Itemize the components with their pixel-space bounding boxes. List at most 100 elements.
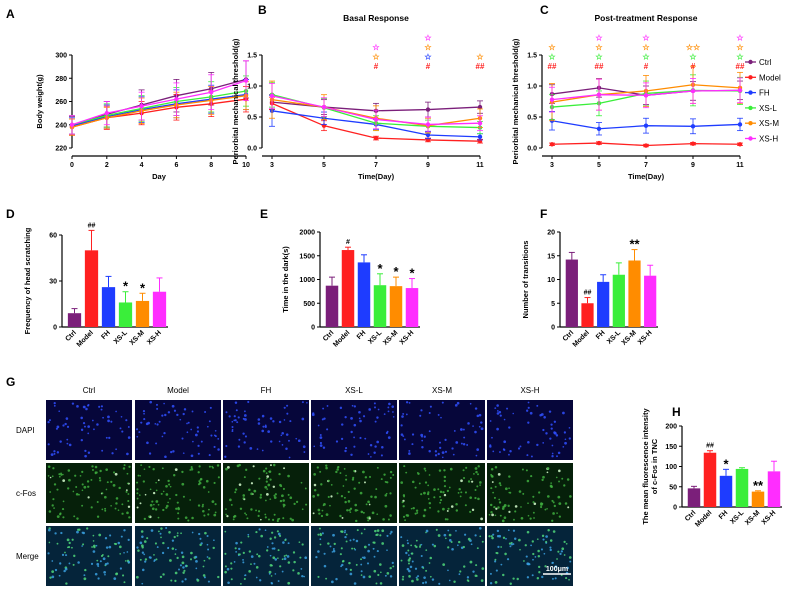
micrograph-speck xyxy=(460,428,463,431)
micrograph-speck xyxy=(266,546,269,548)
micrograph-speck xyxy=(96,500,99,503)
micrograph-speck xyxy=(155,481,157,484)
micrograph-speck xyxy=(265,499,267,502)
micrograph-speck xyxy=(195,567,198,570)
panel-h-x-tick-label: FH xyxy=(718,509,730,521)
micrograph-speck xyxy=(271,531,274,534)
micrograph-speck xyxy=(367,549,370,553)
panel-f-bar-xs-h xyxy=(644,275,657,327)
micrograph-speck xyxy=(439,498,443,502)
panel-a-point xyxy=(209,90,214,95)
panel-b-sig-mark: ☆ xyxy=(476,53,484,62)
micrograph-speck xyxy=(551,499,554,502)
micrograph-speck xyxy=(384,494,387,497)
micrograph-speck xyxy=(480,427,484,431)
micrograph-speck xyxy=(52,467,55,470)
micrograph-speck xyxy=(541,534,545,538)
panel-f-bar-xs-l xyxy=(612,274,625,327)
micrograph-speck xyxy=(321,532,324,535)
micrograph-speck xyxy=(474,430,477,434)
micrograph-dapi xyxy=(311,400,397,460)
panel-h-sig-label: ## xyxy=(706,443,714,450)
micrograph-speck xyxy=(246,517,249,520)
micrograph-speck xyxy=(301,508,304,511)
micrograph-speck xyxy=(148,515,151,518)
micrograph-speck xyxy=(374,420,377,423)
micrograph-speck xyxy=(447,546,450,549)
panel-g-column-label: Ctrl xyxy=(83,386,96,395)
micrograph-speck xyxy=(152,468,155,471)
legend-label-ctrl: Ctrl xyxy=(759,58,772,67)
panel-d-y-tick-label: 0 xyxy=(53,325,57,332)
micrograph-speck xyxy=(211,500,215,503)
micrograph-speck xyxy=(434,454,438,457)
micrograph-speck xyxy=(115,572,118,576)
micrograph-speck xyxy=(495,569,498,572)
panel-a-x-tick-label: 6 xyxy=(174,162,178,169)
micrograph-speck xyxy=(526,479,530,483)
micrograph-speck xyxy=(173,535,176,539)
micrograph-speck xyxy=(376,416,379,419)
panel-c-sig-mark: ☆ xyxy=(548,53,556,62)
micrograph-speck xyxy=(267,430,271,433)
panel-h-x-tick-label: Model xyxy=(694,509,713,528)
micrograph-speck xyxy=(226,465,230,469)
micrograph-speck xyxy=(59,513,62,516)
micrograph-speck xyxy=(480,579,484,582)
micrograph-speck xyxy=(147,421,150,425)
micrograph-speck xyxy=(75,492,79,496)
micrograph-speck xyxy=(208,420,211,423)
micrograph-speck xyxy=(428,430,431,433)
micrograph-speck xyxy=(181,470,184,474)
micrograph-speck xyxy=(366,562,370,565)
micrograph-speck xyxy=(392,415,395,418)
micrograph-speck xyxy=(566,566,569,570)
micrograph-speck xyxy=(478,413,482,417)
micrograph-speck xyxy=(358,481,361,484)
micrograph-speck xyxy=(149,400,153,404)
micrograph-speck xyxy=(126,482,129,485)
micrograph-speck xyxy=(115,502,118,505)
micrograph-speck xyxy=(269,554,272,557)
micrograph-speck xyxy=(477,465,480,468)
panel-a-y-tick-label: 220 xyxy=(55,146,67,153)
micrograph-speck xyxy=(47,465,51,468)
micrograph-speck xyxy=(264,513,267,516)
micrograph-speck xyxy=(494,560,497,563)
micrograph-speck xyxy=(494,581,498,584)
micrograph-speck xyxy=(141,535,144,539)
micrograph-speck xyxy=(378,563,382,566)
legend-marker-model xyxy=(748,75,753,80)
panel-f-x-tick-label: FH xyxy=(595,329,607,341)
micrograph-speck xyxy=(260,534,263,538)
micrograph-speck xyxy=(49,476,52,479)
micrograph-speck xyxy=(271,547,274,550)
micrograph-speck xyxy=(472,570,475,573)
micrograph-speck xyxy=(474,407,478,410)
micrograph-speck xyxy=(155,442,158,445)
micrograph-dapi xyxy=(135,400,221,460)
micrograph-merge xyxy=(487,526,573,586)
micrograph-speck xyxy=(344,535,347,539)
micrograph-speck xyxy=(464,533,467,536)
micrograph-speck xyxy=(303,575,305,578)
micrograph-speck xyxy=(466,576,470,579)
micrograph-speck xyxy=(389,575,393,578)
panel-b-y-tick-label: 0.0 xyxy=(247,146,257,153)
micrograph-speck xyxy=(156,423,159,426)
micrograph-speck xyxy=(428,450,431,453)
micrograph-speck xyxy=(543,416,546,419)
micrograph-speck xyxy=(137,549,140,552)
panel-d-letter: D xyxy=(6,207,15,221)
panel-b-point xyxy=(373,117,379,122)
micrograph-speck xyxy=(259,579,262,582)
micrograph-speck xyxy=(541,478,544,482)
micrograph-speck xyxy=(554,577,557,580)
micrograph-speck xyxy=(136,497,139,500)
panel-a-series-fh xyxy=(69,79,249,135)
micrograph-speck xyxy=(73,515,76,518)
micrograph-speck xyxy=(514,505,518,508)
micrograph-cfos xyxy=(311,463,397,523)
micrograph-speck xyxy=(545,432,548,435)
micrograph-speck xyxy=(473,473,475,475)
